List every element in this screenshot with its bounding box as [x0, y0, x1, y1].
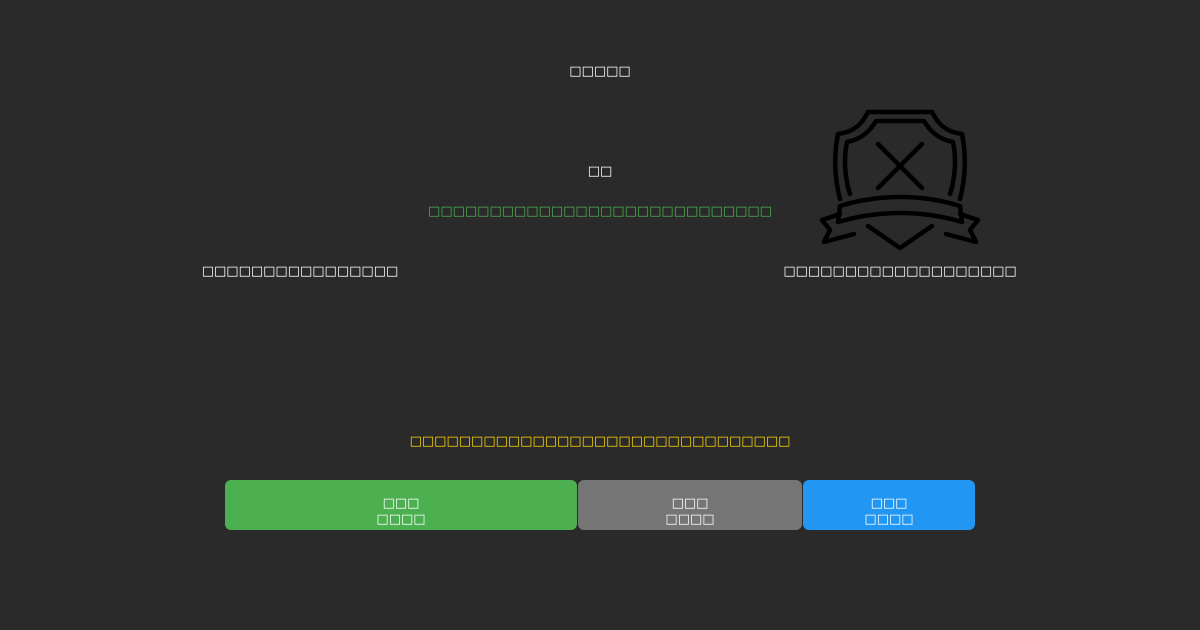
left-label: □□□□□□□□□□□□□□□□ [201, 264, 399, 279]
button-line1: □□□ [870, 496, 908, 511]
info-button[interactable]: □□□ □□□□ [803, 480, 975, 530]
button-line1: □□□ [671, 496, 709, 511]
primary-button[interactable]: □□□ □□□□ [225, 480, 577, 530]
page-title: □□□□□ [569, 64, 631, 79]
heading: □□ [587, 164, 613, 179]
success-message: □□□□□□□□□□□□□□□□□□□□□□□□□□□□ [428, 204, 772, 219]
shield-x-badge-icon [819, 109, 981, 251]
secondary-button[interactable]: □□□ □□□□ [578, 480, 802, 530]
button-line2: □□□□ [864, 512, 914, 527]
button-line1: □□□ [382, 496, 420, 511]
warning-message: □□□□□□□□□□□□□□□□□□□□□□□□□□□□□□□ [409, 434, 791, 449]
button-line2: □□□□ [665, 512, 715, 527]
right-label: □□□□□□□□□□□□□□□□□□□ [783, 264, 1017, 279]
button-line2: □□□□ [376, 512, 426, 527]
